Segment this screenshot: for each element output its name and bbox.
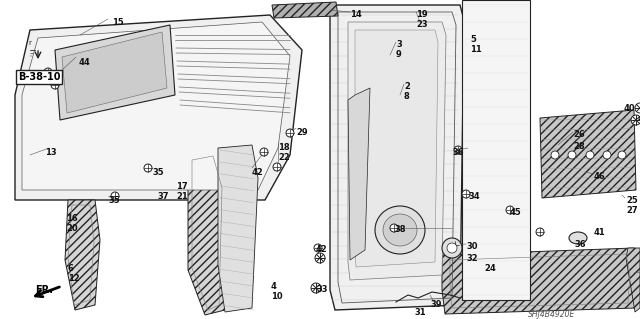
- Text: 33: 33: [316, 285, 328, 294]
- Text: 12: 12: [68, 274, 80, 283]
- Ellipse shape: [462, 190, 470, 198]
- Text: 20: 20: [66, 224, 77, 233]
- Text: 2: 2: [404, 82, 410, 91]
- Ellipse shape: [506, 206, 514, 214]
- Text: 13: 13: [45, 148, 56, 157]
- Polygon shape: [462, 0, 530, 300]
- Text: FR.: FR.: [35, 285, 53, 295]
- Ellipse shape: [383, 214, 417, 246]
- Ellipse shape: [442, 238, 462, 258]
- Ellipse shape: [447, 243, 457, 253]
- Ellipse shape: [375, 206, 425, 254]
- Polygon shape: [188, 150, 228, 315]
- Polygon shape: [55, 25, 175, 120]
- Ellipse shape: [586, 151, 594, 159]
- Polygon shape: [65, 200, 100, 310]
- Text: 35: 35: [108, 196, 120, 205]
- Ellipse shape: [454, 146, 462, 154]
- Ellipse shape: [111, 192, 119, 200]
- Text: 37: 37: [157, 192, 168, 201]
- Text: 22: 22: [278, 153, 290, 162]
- Text: 9: 9: [396, 50, 402, 59]
- Polygon shape: [442, 248, 638, 314]
- Polygon shape: [540, 110, 636, 198]
- Text: 43: 43: [638, 114, 640, 123]
- Text: 14: 14: [350, 10, 362, 19]
- Text: 23: 23: [416, 20, 428, 29]
- Text: 46: 46: [594, 172, 605, 181]
- Ellipse shape: [569, 232, 587, 244]
- Polygon shape: [22, 22, 290, 190]
- Ellipse shape: [144, 164, 152, 172]
- Ellipse shape: [568, 151, 576, 159]
- Ellipse shape: [44, 68, 52, 76]
- Ellipse shape: [260, 148, 268, 156]
- Ellipse shape: [635, 103, 640, 113]
- Ellipse shape: [51, 81, 59, 89]
- Text: 29: 29: [296, 128, 308, 137]
- Text: 36: 36: [452, 148, 463, 157]
- Text: 27: 27: [626, 206, 637, 215]
- Text: 34: 34: [468, 192, 479, 201]
- Ellipse shape: [631, 115, 640, 125]
- Text: 4: 4: [271, 282, 277, 291]
- Polygon shape: [62, 32, 167, 113]
- Polygon shape: [15, 15, 302, 200]
- Text: 42: 42: [316, 245, 328, 254]
- Ellipse shape: [451, 241, 459, 249]
- Ellipse shape: [536, 228, 544, 236]
- Text: 11: 11: [470, 45, 482, 54]
- Text: 19: 19: [416, 10, 428, 19]
- Polygon shape: [348, 22, 446, 280]
- Text: 35: 35: [152, 168, 164, 177]
- Text: 10: 10: [271, 292, 283, 301]
- Text: 41: 41: [594, 228, 605, 237]
- Text: 32: 32: [466, 254, 477, 263]
- Ellipse shape: [286, 129, 294, 137]
- Text: 25: 25: [626, 196, 637, 205]
- Polygon shape: [218, 145, 258, 312]
- Text: 6: 6: [68, 264, 74, 273]
- Ellipse shape: [618, 151, 626, 159]
- Ellipse shape: [311, 283, 321, 293]
- Text: 24: 24: [484, 264, 496, 273]
- Text: 17: 17: [176, 182, 188, 191]
- Polygon shape: [348, 88, 370, 260]
- Polygon shape: [272, 2, 338, 18]
- Text: 31: 31: [414, 308, 426, 317]
- Text: 15: 15: [112, 18, 124, 27]
- Polygon shape: [626, 248, 640, 312]
- Text: 44: 44: [79, 58, 91, 67]
- Text: 39: 39: [430, 300, 442, 309]
- Text: 5: 5: [470, 35, 476, 44]
- Text: r: r: [28, 40, 31, 46]
- Ellipse shape: [390, 224, 398, 232]
- Text: 21: 21: [176, 192, 188, 201]
- Text: 16: 16: [66, 214, 77, 223]
- Polygon shape: [330, 5, 464, 310]
- Ellipse shape: [314, 244, 322, 252]
- Text: 36: 36: [574, 240, 586, 249]
- Text: 40: 40: [624, 104, 636, 113]
- Text: 8: 8: [404, 92, 410, 101]
- Text: 3: 3: [396, 40, 402, 49]
- Polygon shape: [355, 30, 438, 267]
- Text: 30: 30: [466, 242, 477, 251]
- Ellipse shape: [315, 253, 325, 263]
- Ellipse shape: [273, 163, 281, 171]
- Text: 38: 38: [394, 225, 406, 234]
- Text: 42: 42: [252, 168, 264, 177]
- Text: B-38-10: B-38-10: [18, 72, 61, 82]
- Text: 18: 18: [278, 143, 290, 152]
- Text: 26: 26: [573, 130, 585, 139]
- Text: SHJ4B4920E: SHJ4B4920E: [528, 310, 575, 319]
- Text: 28: 28: [573, 142, 584, 151]
- Ellipse shape: [551, 151, 559, 159]
- Ellipse shape: [603, 151, 611, 159]
- Text: 45: 45: [510, 208, 522, 217]
